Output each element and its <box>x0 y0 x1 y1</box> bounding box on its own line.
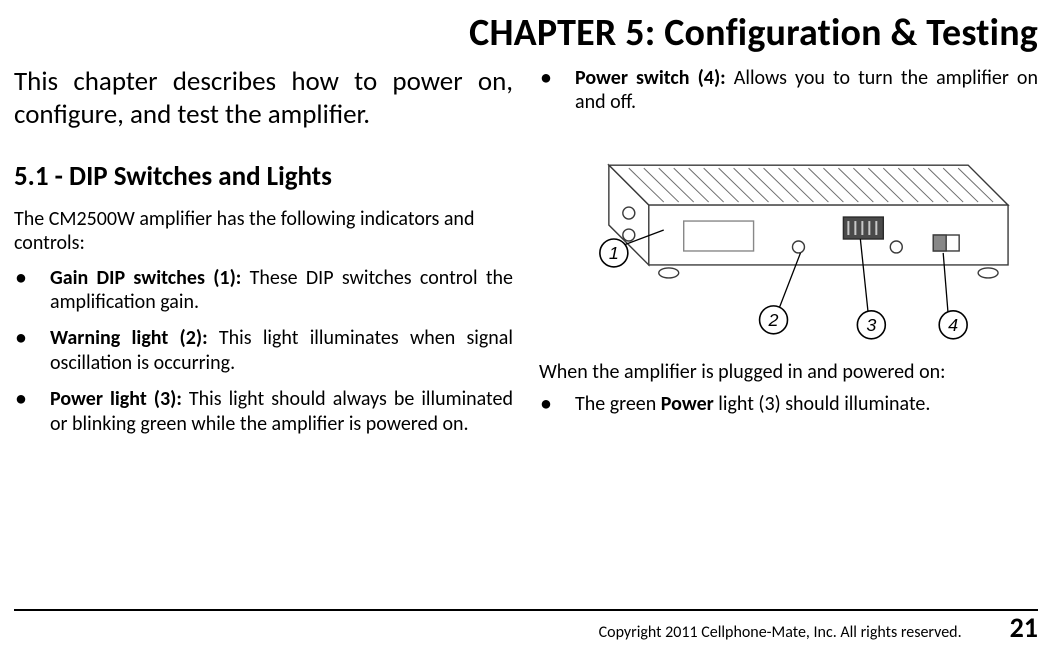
item-text-pre: The green <box>575 392 661 416</box>
right-column: Power switch (4): Allows you to turn the… <box>539 66 1038 448</box>
chapter-intro: This chapter describes how to power on, … <box>14 66 513 132</box>
item-label: Power switch (4): <box>575 66 726 90</box>
list-item: Warning light (2): This light illuminate… <box>14 326 513 375</box>
item-label: Power <box>661 392 714 416</box>
content-columns: This chapter describes how to power on, … <box>14 66 1038 448</box>
callout-3: 3 <box>866 315 876 335</box>
controls-list: Gain DIP switches (1): These DIP switche… <box>14 266 513 436</box>
amplifier-diagram: 1 2 3 4 <box>539 135 1038 345</box>
powered-on-list: The green Power light (3) should illumin… <box>539 392 1038 416</box>
callout-2: 2 <box>768 310 779 330</box>
after-figure-text: When the amplifier is plugged in and pow… <box>539 360 1038 384</box>
callout-1: 1 <box>609 243 619 263</box>
chapter-title: CHAPTER 5: Configuration & Testing <box>14 10 1038 56</box>
page-footer: Copyright 2011 Cellphone-Mate, Inc. All … <box>14 610 1038 645</box>
left-column: This chapter describes how to power on, … <box>14 66 513 448</box>
item-text: light (3) should illuminate. <box>714 392 931 416</box>
copyright-text: Copyright 2011 Cellphone-Mate, Inc. All … <box>599 623 962 642</box>
item-label: Gain DIP switches (1): <box>50 266 241 290</box>
list-item: Power switch (4): Allows you to turn the… <box>539 66 1038 115</box>
controls-list-continued: Power switch (4): Allows you to turn the… <box>539 66 1038 115</box>
section-lead: The CM2500W amplifier has the following … <box>14 207 513 256</box>
callout-4: 4 <box>948 315 958 335</box>
list-item: Power light (3): This light should alway… <box>14 387 513 436</box>
page-number: 21 <box>1010 610 1038 645</box>
section-heading: 5.1 - DIP Switches and Lights <box>14 160 513 193</box>
list-item: Gain DIP switches (1): These DIP switche… <box>14 266 513 315</box>
list-item: The green Power light (3) should illumin… <box>539 392 1038 416</box>
item-label: Warning light (2): <box>50 326 208 350</box>
item-label: Power light (3): <box>50 387 182 411</box>
